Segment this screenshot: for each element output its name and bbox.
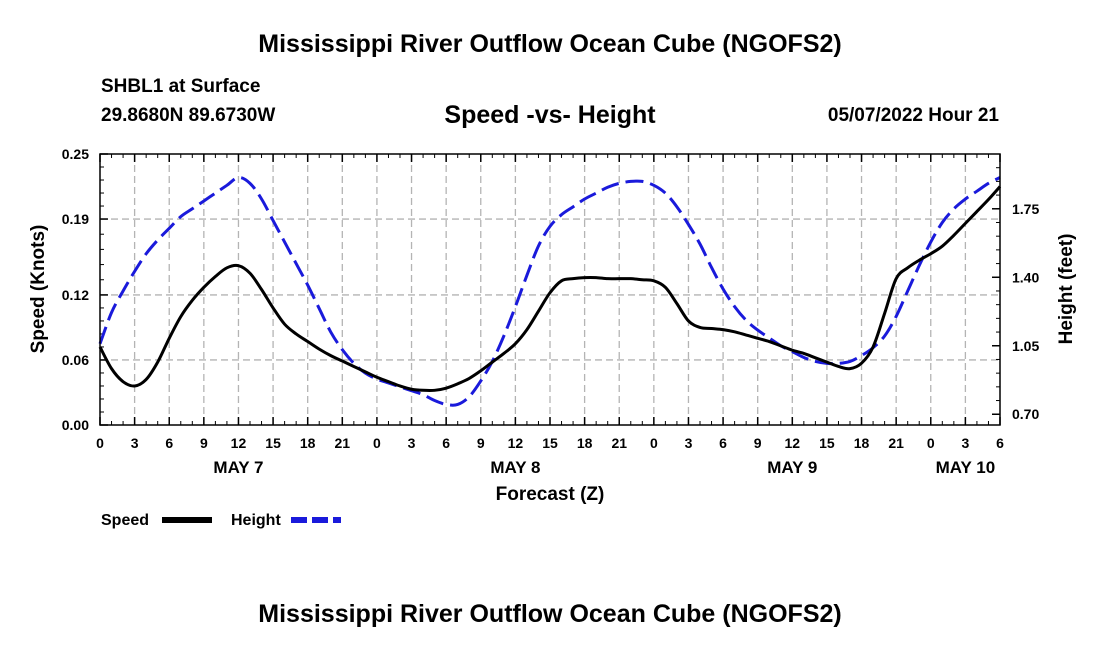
x-tick-label: 9: [754, 435, 762, 451]
x-tick-label: 15: [265, 435, 281, 451]
y-tick-label: 0.06: [62, 352, 89, 368]
date-label: MAY 7: [213, 458, 263, 477]
y-tick-label: 0.00: [62, 417, 89, 433]
legend-height-label: Height: [231, 512, 281, 529]
x-tick-label: 18: [577, 435, 593, 451]
date-label: MAY 10: [936, 458, 996, 477]
y-axis-title: Speed (Knots): [28, 225, 49, 354]
date-label: MAY 8: [490, 458, 540, 477]
x-tick-label: 0: [927, 435, 935, 451]
x-tick-label: 6: [442, 435, 450, 451]
x-tick-label: 21: [335, 435, 351, 451]
x-tick-label: 12: [231, 435, 247, 451]
x-tick-label: 3: [961, 435, 969, 451]
x-tick-label: 3: [685, 435, 693, 451]
y-tick-label: 0.19: [62, 211, 89, 227]
speed-height-chart: 0 3 6 9 12 15 18 21 0 3 6 9 12 15 18 21 0 3 6 9 12 15 18 21 0 3 60…: [0, 0, 1100, 580]
x-tick-label: 9: [200, 435, 208, 451]
x-tick-label: 12: [785, 435, 801, 451]
y-tick-label: 0.25: [62, 146, 89, 162]
y2-axis-title: Height (feet): [1056, 234, 1077, 345]
x-tick-label: 0: [373, 435, 381, 451]
x-tick-label: 9: [477, 435, 485, 451]
x-tick-label: 21: [888, 435, 904, 451]
x-tick-label: 3: [131, 435, 139, 451]
x-axis-title: Forecast (Z): [496, 484, 605, 505]
bottom-title: Mississippi River Outflow Ocean Cube (NG…: [0, 600, 1100, 629]
x-tick-label: 15: [819, 435, 835, 451]
grid-layer: [100, 154, 1000, 425]
y-tick-label: 0.12: [62, 287, 89, 303]
x-tick-label: 18: [300, 435, 316, 451]
x-tick-label: 18: [854, 435, 870, 451]
x-tick-label: 0: [96, 435, 104, 451]
x-tick-label: 15: [542, 435, 558, 451]
x-tick-label: 21: [611, 435, 627, 451]
x-tick-label: 0: [650, 435, 658, 451]
legend: Speed Height: [101, 512, 341, 529]
x-tick-label: 3: [408, 435, 416, 451]
x-tick-label: 12: [508, 435, 524, 451]
y2-tick-label: 0.70: [1012, 406, 1039, 422]
x-tick-label: 6: [996, 435, 1004, 451]
x-tick-label: 6: [165, 435, 173, 451]
y2-tick-label: 1.75: [1012, 201, 1039, 217]
date-label: MAY 9: [767, 458, 817, 477]
x-tick-label: 6: [719, 435, 727, 451]
y2-tick-label: 1.05: [1012, 338, 1039, 354]
legend-speed-label: Speed: [101, 512, 149, 529]
y2-tick-label: 1.40: [1012, 269, 1039, 285]
